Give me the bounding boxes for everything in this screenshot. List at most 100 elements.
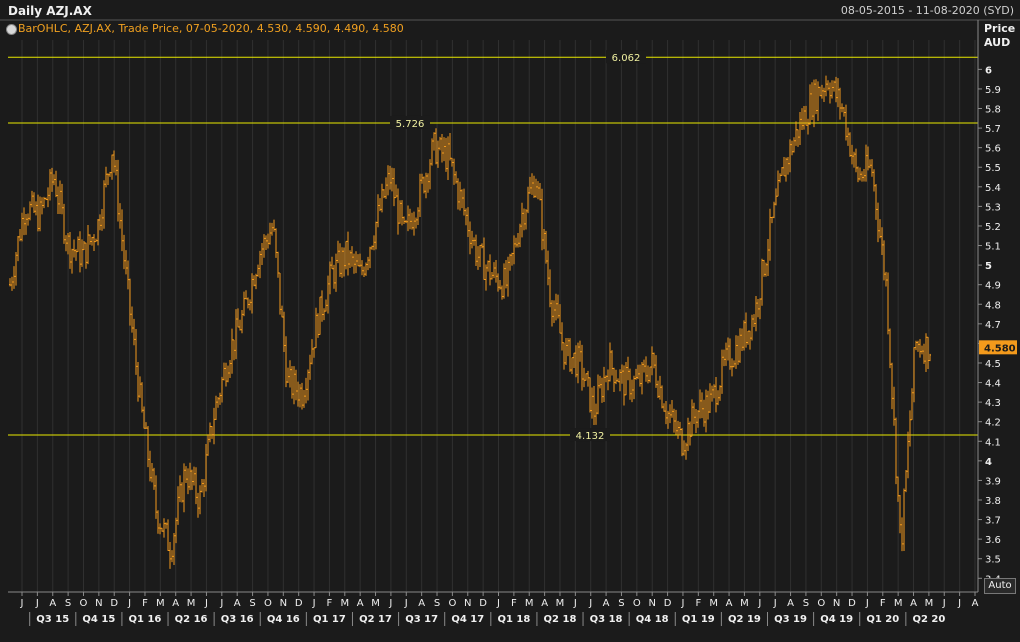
ohlc-bar [903, 488, 905, 552]
ohlc-bar [299, 384, 301, 408]
ohlc-bar [721, 349, 723, 394]
ohlc-bar [847, 127, 849, 146]
month-label: D [110, 598, 118, 609]
ohlc-bar [487, 260, 489, 272]
month-label: F [142, 598, 148, 609]
ohlc-bar [309, 354, 311, 380]
last-price-marker: 4.580 [979, 340, 1017, 355]
month-label: J [496, 598, 500, 609]
quarter-label: Q4 15 [82, 614, 115, 625]
ohlc-bar [565, 337, 567, 366]
ohlc-bar [879, 219, 881, 239]
ohlc-bar [437, 140, 439, 168]
ohlc-bar [195, 467, 197, 505]
ohlc-bar [897, 476, 899, 502]
quarter-label: Q2 19 [728, 614, 761, 625]
month-label: O [80, 598, 88, 609]
ohlc-bar [353, 253, 355, 274]
ohlc-bar [529, 176, 531, 194]
ohlc-bar [733, 360, 735, 368]
ohlc-bar [421, 173, 423, 184]
ohlc-bar [713, 384, 715, 399]
ohlc-bar [15, 251, 17, 286]
ohlc-bar [283, 311, 285, 352]
clock-icon[interactable] [6, 24, 17, 35]
ohlc-bar [397, 188, 399, 235]
ohlc-bar [447, 136, 449, 180]
ohlc-bar [203, 479, 205, 497]
reference-label-bg [570, 428, 610, 442]
ohlc-bar [757, 298, 759, 318]
ohlc-bar [399, 200, 401, 224]
ohlc-bar [731, 358, 733, 377]
ohlc-bar [771, 216, 773, 224]
ohlc-bar [777, 170, 779, 197]
ohlc-bar [423, 176, 425, 194]
month-label: A [787, 598, 794, 609]
ohlc-bar [407, 205, 409, 232]
ohlc-bar [149, 450, 151, 482]
ohlc-bar [929, 353, 931, 362]
ohlc-bar [245, 290, 247, 300]
ohlc-bar [653, 352, 655, 369]
ohlc-bar [217, 396, 219, 408]
y-axis-title-currency: AUD [984, 36, 1011, 49]
auto-scale-button[interactable]: Auto [984, 578, 1016, 594]
ohlc-bar [93, 234, 95, 251]
ohlc-bar [551, 300, 553, 327]
ohlc-bar [849, 132, 851, 157]
ohlc-bar [745, 312, 747, 348]
ohlc-bar [515, 237, 517, 248]
ohlc-bar [287, 367, 289, 384]
ohlc-bar [49, 169, 51, 201]
ohlc-bar [465, 208, 467, 226]
ohlc-bar [635, 368, 637, 380]
ohlc-bar [759, 298, 761, 320]
ohlc-bar [865, 144, 867, 182]
ohlc-bar [477, 246, 479, 270]
ohlc-bar [259, 250, 261, 279]
y-tick-label: 5.2 [985, 222, 1001, 233]
ohlc-bar [527, 186, 529, 214]
ohlc-bar [117, 159, 119, 222]
ohlc-bar [193, 466, 195, 486]
y-tick-label: 4.1 [985, 437, 1001, 448]
ohlc-bar [385, 177, 387, 199]
ohlc-bar [61, 183, 63, 215]
ohlc-bar [35, 201, 37, 216]
ohlc-bar [797, 129, 799, 147]
chart-title: Daily AZJ.AX [8, 4, 92, 18]
month-label: D [664, 598, 672, 609]
ohlc-bar [379, 198, 381, 212]
ohlc-bar [275, 228, 277, 258]
ohlc-bar [349, 250, 351, 269]
y-tick-label: 5.3 [985, 202, 1001, 213]
ohlc-bar [143, 406, 145, 429]
last-price-label: 4.580 [984, 343, 1016, 354]
ohlc-bar [99, 214, 101, 231]
ohlc-bar [341, 247, 343, 278]
ohlc-bar [9, 278, 11, 287]
ohlc-bar [343, 247, 345, 277]
ohlc-bar [539, 182, 541, 201]
ohlc-bar [587, 370, 589, 387]
month-label: O [817, 598, 825, 609]
ohlc-bar [409, 208, 411, 230]
ohlc-bar [471, 230, 473, 249]
ohlc-bar [673, 408, 675, 433]
month-label: N [464, 598, 471, 609]
ohlc-bar [375, 221, 377, 250]
ohlc-bar [921, 345, 923, 355]
ohlc-bar [569, 338, 571, 372]
ohlc-bar [681, 428, 683, 457]
month-label: F [695, 598, 701, 609]
ohlc-bar [581, 344, 583, 391]
month-label: F [880, 598, 886, 609]
ohlc-bar [157, 510, 159, 534]
y-tick-label: 3.9 [985, 476, 1001, 487]
ohlc-bar [613, 367, 615, 393]
ohlc-bar [393, 168, 395, 207]
ohlc-bar [65, 235, 67, 252]
month-label: A [418, 598, 425, 609]
